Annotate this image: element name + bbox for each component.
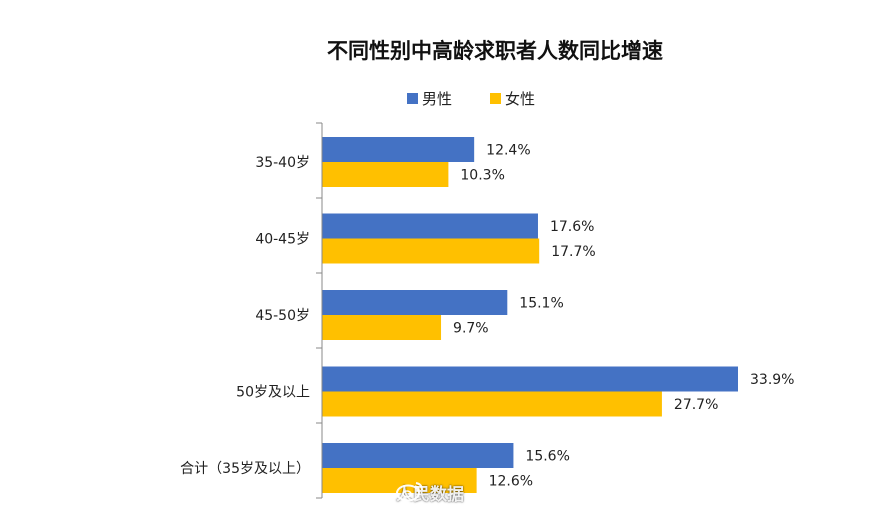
bar-female-1 [322, 238, 540, 264]
data-label-male-4: 15.6% [525, 449, 569, 465]
legend-label-female: 女性 [505, 90, 535, 108]
bar-male-3 [322, 366, 738, 392]
category-label-0: 35-40岁 [255, 155, 310, 171]
bar-male-4 [322, 443, 514, 468]
legend-swatch-male [407, 93, 418, 104]
data-label-male-2: 15.1% [519, 296, 563, 312]
category-label-2: 45-50岁 [255, 308, 310, 324]
data-label-male-0: 12.4% [486, 143, 530, 159]
weibo-logo-icon [396, 482, 423, 502]
chart-legend: 男性 女性 [407, 90, 535, 108]
legend-label-male: 男性 [422, 90, 452, 108]
data-label-male-1: 17.6% [550, 219, 594, 235]
category-label-1: 40-45岁 [255, 232, 310, 248]
bar-male-1 [322, 213, 538, 239]
data-label-female-1: 17.7% [551, 244, 595, 260]
data-label-female-3: 27.7% [674, 397, 718, 413]
bar-female-2 [322, 315, 442, 340]
bar-male-0 [322, 137, 475, 162]
data-label-female-4: 12.6% [489, 474, 533, 490]
bar-female-0 [322, 162, 449, 187]
data-label-male-3: 33.9% [750, 372, 794, 388]
category-label-3: 50岁及以上 [236, 385, 310, 401]
bar-female-3 [322, 391, 662, 417]
legend-swatch-female [490, 93, 501, 104]
watermark: 人民数据 [396, 480, 464, 505]
bar-male-2 [322, 290, 508, 315]
data-label-female-0: 10.3% [460, 168, 504, 184]
data-label-female-2: 9.7% [453, 321, 489, 337]
bars-group: 12.4% 10.3% 17.6% 17.7% 15.1% 9.7% 33.9% 27.7% 1… [322, 137, 794, 493]
category-label-4: 合计（35岁及以上） [180, 461, 310, 477]
chart-title: 不同性别中高龄求职者人数同比增速 [327, 39, 663, 63]
